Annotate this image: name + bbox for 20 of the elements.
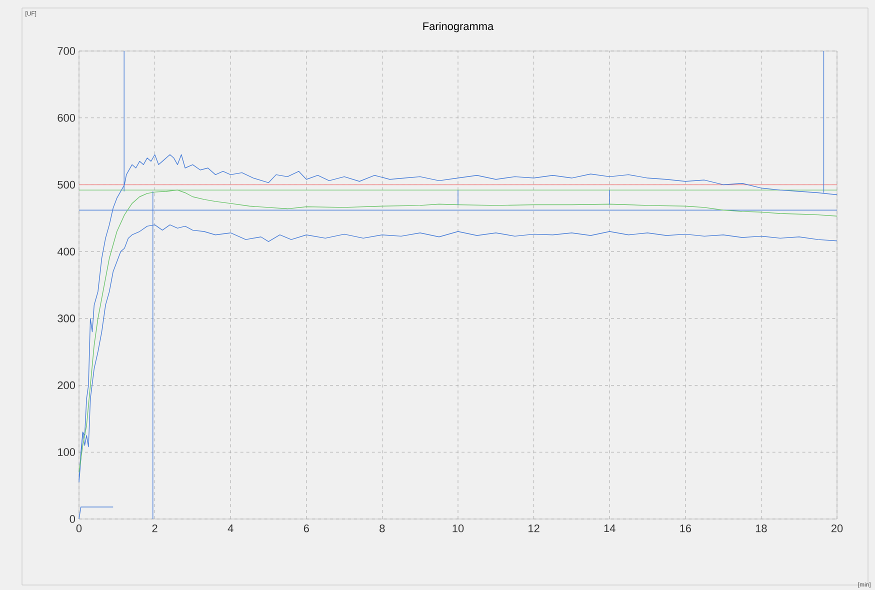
y-tick-label: 300 <box>58 314 76 322</box>
x-tick-label: 18 <box>756 524 767 532</box>
x-tick-label: 0 <box>76 524 82 532</box>
x-tick-label: 8 <box>380 524 385 532</box>
chart-title: Farinogramma <box>423 22 494 32</box>
x-tick-label: 2 <box>152 524 158 532</box>
y-tick-label: 600 <box>58 114 76 122</box>
y-tick-label: 200 <box>58 381 76 390</box>
x-tick-label: 20 <box>831 524 843 532</box>
y-tick-label: 400 <box>57 248 76 256</box>
x-tick-label: 10 <box>452 524 464 532</box>
x-tick-label: 16 <box>680 524 692 532</box>
y-tick-label: 700 <box>58 47 76 55</box>
x-tick-label: 4 <box>228 524 234 532</box>
x-tick-label: 6 <box>304 524 309 532</box>
y-tick-label: 500 <box>58 180 76 189</box>
x-tick-label: 14 <box>604 524 616 532</box>
x-tick-label: 12 <box>528 524 540 532</box>
y-tick-label: 0 <box>70 515 76 523</box>
y-tick-label: 100 <box>58 448 76 456</box>
